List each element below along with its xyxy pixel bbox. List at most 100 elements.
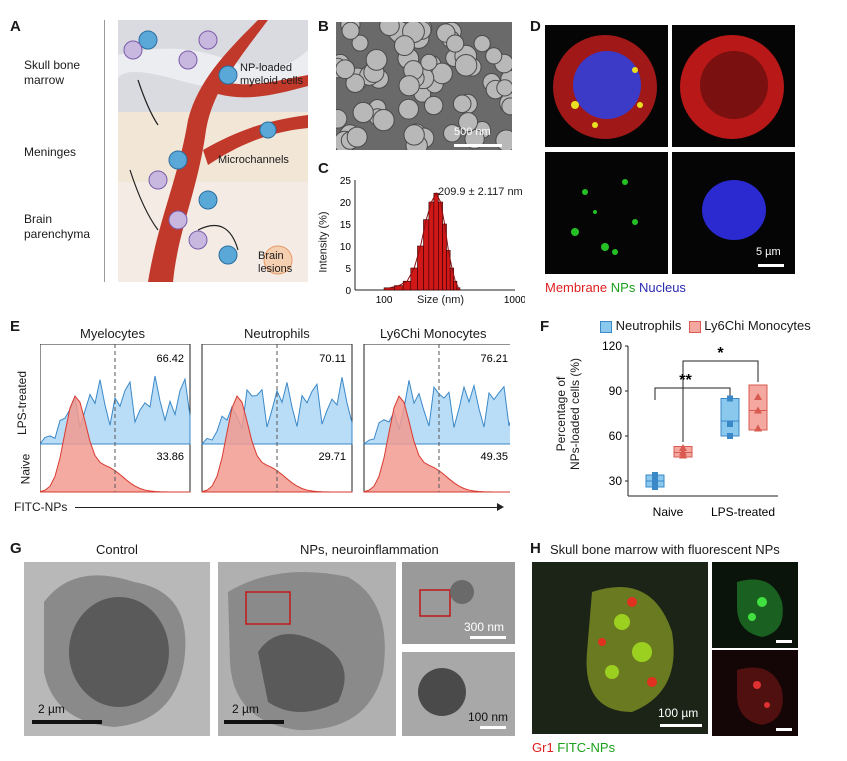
nanoparticle (443, 124, 462, 143)
scale-label-g1: 2 µm (38, 702, 65, 716)
panel-letter-g: G (10, 540, 22, 557)
nanoparticle (458, 112, 479, 133)
data-point (652, 484, 658, 490)
scale-label-g4: 100 nm (468, 710, 509, 724)
dls-histogram: 0 5 10 15 20 25 100 1000 (325, 158, 527, 308)
scale-bar-d (758, 264, 784, 267)
xtick-c: 100 (376, 295, 393, 306)
legend-f-neutrophils: Neutrophils (615, 318, 682, 333)
legend-d-nucleus: Nucleus (638, 280, 686, 295)
nanoparticle (452, 94, 472, 114)
value-naive: 49.35 (480, 451, 508, 463)
tem-zoom-1: 300 nm (402, 562, 515, 644)
xtick-f: Naive (653, 505, 684, 519)
scale-label-b: 500 nm (454, 126, 491, 138)
nanoparticle (365, 49, 388, 71)
xaxis-fitc: FITC-NPs (14, 500, 68, 514)
title-h: Skull bone marrow with fluorescent NPs (550, 542, 780, 557)
sig-double-star: ** (679, 372, 692, 389)
histogram-bar (433, 192, 439, 291)
fluor-red (712, 650, 798, 736)
nanoparticle (346, 126, 368, 148)
tem-control: 2 µm (24, 562, 210, 736)
title-neutrophils: Neutrophils (244, 326, 310, 341)
row-label-lps: LPS-treated (15, 370, 30, 436)
box-plot: 30 60 90 120 Naive LPS-treated ** * (590, 336, 790, 531)
title-monocytes: Ly6Chi Monocytes (380, 326, 487, 341)
nanoparticle (454, 53, 478, 77)
ytick-f: 60 (609, 429, 623, 443)
region-skull-bone-marrow: Skull bone marrow (24, 58, 81, 87)
ylabel-f: Percentage of NPs-loaded cells (%) (554, 357, 583, 471)
data-point (727, 395, 733, 402)
panel-a-schematic (116, 20, 308, 282)
scale-label-h: 100 µm (658, 706, 699, 720)
label-np-loaded-cells: NP-loaded myeloid cells (240, 62, 303, 87)
ytick-f: 90 (609, 384, 623, 398)
title-myelocytes: Myelocytes (80, 326, 146, 341)
scale-bar-b (454, 144, 502, 147)
legend-f-monocytes-swatch (688, 320, 701, 333)
region-meninges: Meninges (24, 145, 77, 159)
histogram-bar (456, 287, 461, 291)
legend-d: Membrane NPs Nucleus (545, 280, 686, 295)
flow-histograms: 66.42 33.86 70.11 29.71 76.21 49.35 (38, 343, 515, 494)
region-brain-parenchyma: Brain parenchyma (24, 212, 91, 241)
value-naive: 33.86 (156, 451, 184, 463)
ytick-c: 25 (340, 176, 352, 187)
tem-zoom-2: 100 nm (402, 652, 515, 736)
nanoparticle (403, 124, 425, 146)
scale-label-g3: 300 nm (464, 620, 505, 634)
histogram-bar (438, 201, 443, 291)
nanoparticle (336, 108, 348, 129)
legend-d-nps: NPs (610, 280, 636, 295)
confocal-membrane (672, 25, 795, 147)
confocal-nps (545, 152, 668, 274)
box (720, 398, 740, 437)
nanoparticle (473, 34, 491, 53)
fitc-arrow-head (497, 503, 504, 511)
panel-letter-d: D (530, 18, 541, 35)
value-naive: 29.71 (318, 451, 346, 463)
data-point (754, 424, 762, 432)
label-microchannels: Microchannels (218, 154, 289, 166)
ytick-c: 15 (340, 220, 352, 231)
title-nps-neuro: NPs, neuroinflammation (300, 542, 439, 557)
ylabel-c: Intensity (%) (317, 211, 330, 273)
histogram-bar (410, 267, 418, 291)
scale-bar-g1 (32, 720, 102, 724)
bracket-lines (104, 20, 109, 282)
nanoparticle (372, 109, 395, 132)
panel-letter-a: A (10, 18, 21, 35)
legend-d-membrane: Membrane (545, 280, 608, 295)
scale-bar-g2 (224, 720, 284, 724)
panel-letter-f: F (540, 318, 550, 335)
scale-bar-h2 (776, 640, 792, 643)
nanoparticle (398, 98, 419, 120)
legend-f: Neutrophils Ly6Chi Monocytes (600, 318, 811, 333)
legend-h-fitc: FITC-NPs (557, 740, 616, 755)
scale-bar-h3 (776, 728, 792, 731)
fluor-merge: 100 µm (532, 562, 708, 734)
nanoparticle (501, 97, 512, 116)
ytick-c: 0 (345, 286, 351, 297)
confocal-nucleus: 5 µm (672, 152, 795, 274)
nanoparticle (423, 95, 444, 116)
row-label-naive: Naive (18, 453, 33, 485)
fitc-arrow (75, 507, 500, 508)
data-point (679, 444, 687, 451)
data-point (679, 448, 687, 456)
data-point (754, 406, 762, 414)
xtick-c: 1000 (504, 295, 525, 306)
ytick-c: 5 (345, 264, 351, 275)
data-point (652, 478, 658, 484)
nanoparticle (341, 22, 360, 40)
scale-label-g2: 2 µm (232, 702, 259, 716)
histogram-bar (428, 201, 435, 291)
panel-letter-c: C (318, 160, 329, 177)
legend-f-monocytes: Ly6Chi Monocytes (704, 318, 811, 333)
label-brain-lesions: Brain lesions (258, 250, 293, 275)
panel-letter-b: B (318, 18, 329, 35)
value-lps: 76.21 (480, 353, 508, 365)
data-point (727, 421, 733, 427)
